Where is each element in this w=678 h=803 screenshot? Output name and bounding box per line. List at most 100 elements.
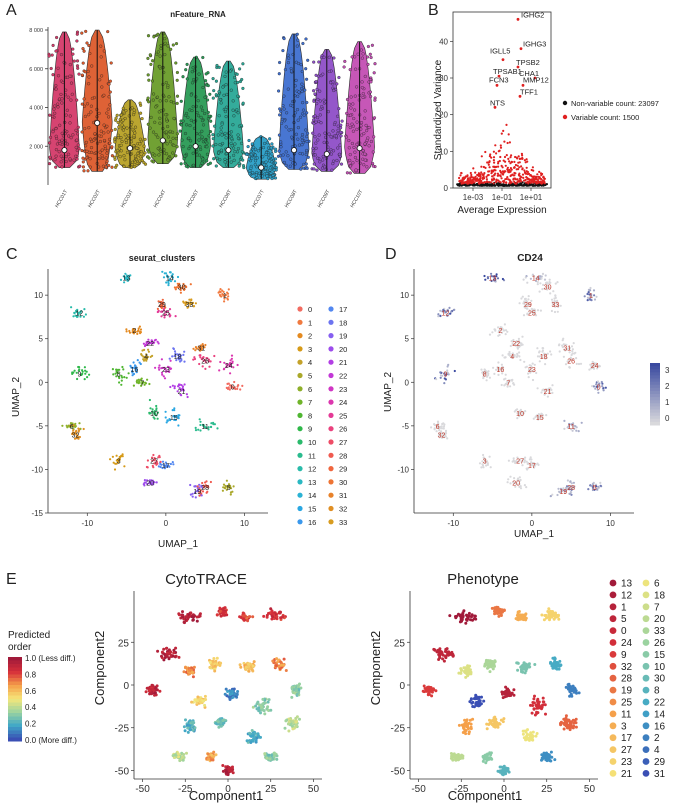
legend-swatch <box>328 399 334 405</box>
cell-point <box>461 611 465 615</box>
data-point <box>147 78 151 82</box>
data-point <box>104 156 108 160</box>
data-point <box>190 109 194 113</box>
data-point <box>209 119 213 123</box>
cell-point <box>155 481 158 484</box>
cell-point <box>488 455 491 458</box>
cell-point <box>551 301 554 304</box>
cell-point <box>111 368 114 371</box>
cell-point <box>460 618 464 622</box>
cell-point <box>539 275 542 278</box>
variable-point <box>531 175 535 179</box>
cell-point <box>185 751 188 755</box>
data-point <box>107 163 111 168</box>
data-point <box>122 164 126 168</box>
cell-point <box>78 422 81 425</box>
cell-point <box>132 384 135 387</box>
data-point <box>296 118 300 122</box>
cell-point <box>548 278 551 281</box>
cell-point <box>174 315 177 318</box>
data-point <box>201 85 205 90</box>
cell-point <box>147 689 151 693</box>
legend-swatch <box>328 492 334 498</box>
variable-point <box>499 155 502 159</box>
cell-point <box>79 315 82 318</box>
cell-point <box>84 313 87 316</box>
cell-point <box>194 429 198 432</box>
data-point <box>108 79 112 83</box>
data-point <box>305 100 309 105</box>
legend-label: 5 <box>308 372 312 381</box>
cell-point <box>226 292 230 295</box>
data-point <box>295 32 299 36</box>
colorbar-segment <box>650 415 660 420</box>
cell-point <box>281 615 285 619</box>
cell-point <box>189 283 192 286</box>
data-point <box>54 127 58 131</box>
data-point <box>264 152 268 157</box>
data-point <box>296 126 300 130</box>
data-point <box>54 49 58 53</box>
data-point <box>289 103 293 107</box>
cell-point <box>543 614 547 617</box>
data-point <box>294 132 298 136</box>
cell-point <box>593 294 596 297</box>
data-point <box>217 114 221 118</box>
cell-point <box>150 339 153 342</box>
legend-label: 10 <box>308 438 316 447</box>
panel-letter-e: E <box>6 571 17 588</box>
cell-point <box>148 412 151 415</box>
cell-point <box>221 289 224 292</box>
cell-point <box>442 308 445 311</box>
variable-point <box>528 180 531 183</box>
cell-point <box>429 687 433 691</box>
cell-point <box>198 614 202 618</box>
data-point <box>155 52 159 56</box>
cell-point <box>530 307 533 310</box>
cell-point <box>482 466 485 469</box>
cell-point <box>127 274 131 277</box>
cell-point <box>267 753 271 757</box>
cell-point <box>538 290 541 293</box>
variable-point <box>495 152 498 155</box>
cell-point <box>521 335 524 338</box>
data-point <box>189 93 193 97</box>
data-point <box>118 155 122 159</box>
data-point <box>353 55 357 59</box>
cell-point <box>195 615 199 619</box>
cell-point <box>156 417 159 420</box>
cell-point <box>215 656 219 660</box>
legend-label: 33 <box>339 518 347 527</box>
data-point <box>235 150 240 154</box>
variable-point <box>505 123 508 126</box>
cell-point <box>152 453 155 457</box>
data-point <box>172 116 176 120</box>
data-point <box>198 132 202 136</box>
cell-point <box>441 422 444 426</box>
data-point <box>60 97 64 101</box>
nonvariable-point <box>526 184 530 187</box>
cell-point <box>76 308 79 311</box>
cell-point <box>208 660 212 664</box>
cluster-label: 2 <box>132 328 136 335</box>
data-point <box>320 105 324 109</box>
cell-point <box>147 350 150 353</box>
variable-point <box>492 156 496 159</box>
data-point <box>72 158 76 162</box>
data-point <box>146 56 150 60</box>
cell-point <box>551 391 554 394</box>
legend-swatch <box>328 479 334 485</box>
legend-label: 14 <box>308 491 316 500</box>
cell-point <box>556 299 559 302</box>
cell-point <box>532 308 536 311</box>
cell-point <box>164 313 167 316</box>
data-point <box>369 139 373 144</box>
cell-point <box>570 345 574 348</box>
data-point <box>71 133 75 137</box>
data-point <box>175 78 179 82</box>
data-point <box>58 123 62 127</box>
data-point <box>211 133 215 137</box>
data-point <box>148 53 152 57</box>
highlighted-gene-point <box>497 74 501 78</box>
